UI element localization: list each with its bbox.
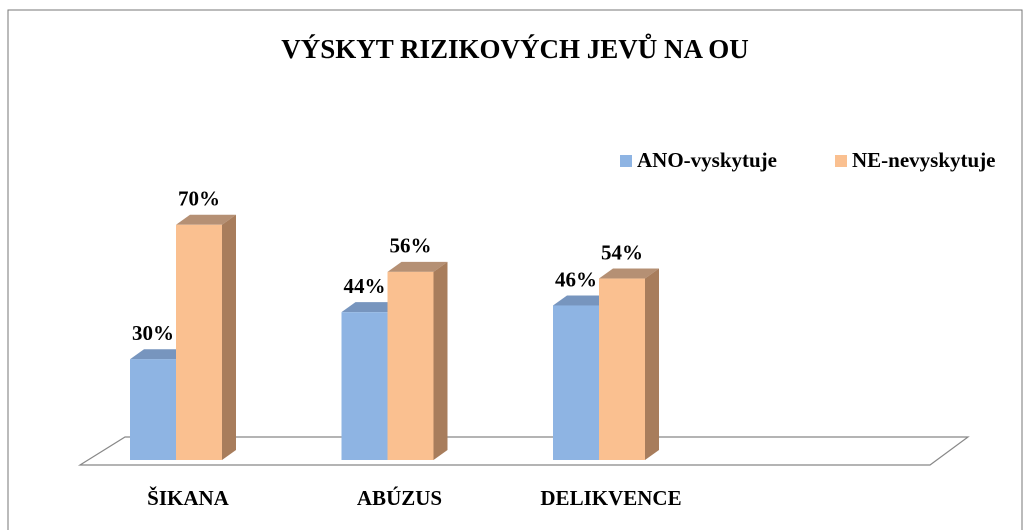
chart-title: VÝSKYT RIZIKOVÝCH JEVŮ NA OU: [281, 33, 749, 64]
bar-side: [433, 261, 448, 460]
legend-label: ANO-vyskytuje: [637, 148, 777, 172]
data-label: 30%: [132, 321, 174, 345]
data-label: 54%: [601, 240, 643, 264]
legend-swatch: [620, 155, 632, 167]
bar-top: [599, 268, 659, 279]
bar-side: [222, 214, 236, 460]
bar: [341, 312, 388, 460]
bar-top: [387, 261, 448, 272]
bar: [599, 278, 645, 460]
data-label: 44%: [344, 274, 386, 298]
x-tick-label: ŠIKANA: [147, 486, 230, 510]
bar: [553, 305, 599, 460]
bar: [130, 359, 176, 460]
floor: [77, 436, 970, 466]
x-tick-label: DELIKVENCE: [540, 486, 681, 510]
data-label: 56%: [390, 234, 432, 258]
legend-swatch: [835, 155, 847, 167]
x-tick-label: ABÚZUS: [357, 486, 442, 510]
data-label: 46%: [555, 267, 597, 291]
bar-top: [553, 295, 613, 306]
bar-top: [341, 302, 402, 313]
bar: [387, 271, 434, 460]
data-label: 70%: [178, 187, 220, 211]
bar: [176, 224, 222, 460]
bar-top: [176, 214, 236, 225]
bar-top: [130, 349, 190, 360]
bar-side: [645, 268, 659, 460]
legend-label: NE-nevyskytuje: [852, 148, 996, 172]
